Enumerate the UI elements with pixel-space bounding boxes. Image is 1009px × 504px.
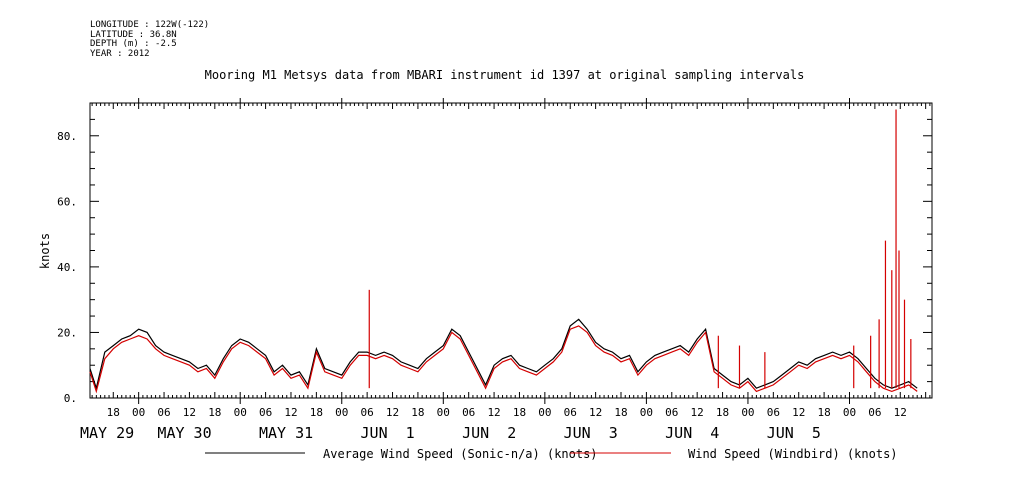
x-hour-label: 00 (741, 406, 754, 419)
x-hour-label: 06 (868, 406, 881, 419)
x-day-label: JUN 1 (361, 424, 415, 442)
x-day-label: JUN 5 (767, 424, 821, 442)
y-tick-label: 80. (57, 130, 77, 143)
series-line-1 (89, 318, 918, 391)
x-day-label: MAY 31 (259, 424, 313, 442)
x-hour-label: 18 (716, 406, 729, 419)
x-hour-label: 06 (564, 406, 577, 419)
x-hour-label: 18 (310, 406, 323, 419)
x-hour-label: 06 (157, 406, 170, 419)
x-hour-label: 18 (614, 406, 627, 419)
x-hour-label: 18 (208, 406, 221, 419)
x-hour-label: 00 (538, 406, 551, 419)
x-hour-label: 18 (513, 406, 526, 419)
x-hour-label: 00 (335, 406, 348, 419)
longitude-label: LONGITUDE : 122W(-122) (90, 20, 210, 30)
legend-label-1: Average Wind Speed (Sonic-n/a) (knots) (323, 447, 598, 461)
x-hour-label: 12 (691, 406, 704, 419)
depth-label: DEPTH (m) : -2.5 (90, 39, 177, 49)
x-hour-label: 18 (411, 406, 424, 419)
x-day-label: JUN 2 (462, 424, 516, 442)
series-line-2 (89, 325, 918, 394)
x-hour-label: 12 (386, 406, 399, 419)
x-hour-label: 00 (640, 406, 653, 419)
y-axis-label: knots (38, 233, 52, 269)
x-hour-label: 00 (234, 406, 247, 419)
x-hour-label: 00 (437, 406, 450, 419)
y-tick-label: 20. (57, 326, 77, 339)
x-hour-label: 12 (487, 406, 500, 419)
y-tick-label: 60. (57, 195, 77, 208)
y-tick-label: 0. (64, 392, 77, 405)
x-hour-label: 06 (665, 406, 678, 419)
x-hour-label: 12 (894, 406, 907, 419)
x-hour-label: 18 (107, 406, 120, 419)
x-day-label: JUN 4 (665, 424, 719, 442)
x-day-label: JUN 3 (564, 424, 618, 442)
year-label: YEAR : 2012 (90, 48, 150, 59)
chart-title: Mooring M1 Metsys data from MBARI instru… (204, 68, 805, 82)
latitude-label: LATITUDE : 36.8N (90, 29, 177, 40)
x-hour-label: 00 (132, 406, 145, 419)
x-hour-label: 12 (284, 406, 297, 419)
x-hour-label: 12 (589, 406, 602, 419)
metadata-block: LONGITUDE : 122W(-122) LATITUDE : 36.8N … (90, 20, 210, 59)
x-hour-label: 06 (259, 406, 272, 419)
y-tick-label: 40. (57, 261, 77, 274)
x-day-label: MAY 29 (80, 424, 134, 442)
x-day-label: MAY 30 (157, 424, 211, 442)
plot-frame (89, 102, 933, 399)
x-hour-label: 00 (843, 406, 856, 419)
x-hour-label: 06 (361, 406, 374, 419)
x-hour-label: 06 (767, 406, 780, 419)
x-hour-label: 18 (817, 406, 830, 419)
x-hour-label: 12 (183, 406, 196, 419)
x-hour-label: 12 (792, 406, 805, 419)
legend-label-2: Wind Speed (Windbird) (knots) (688, 447, 898, 461)
x-hour-label: 06 (462, 406, 475, 419)
